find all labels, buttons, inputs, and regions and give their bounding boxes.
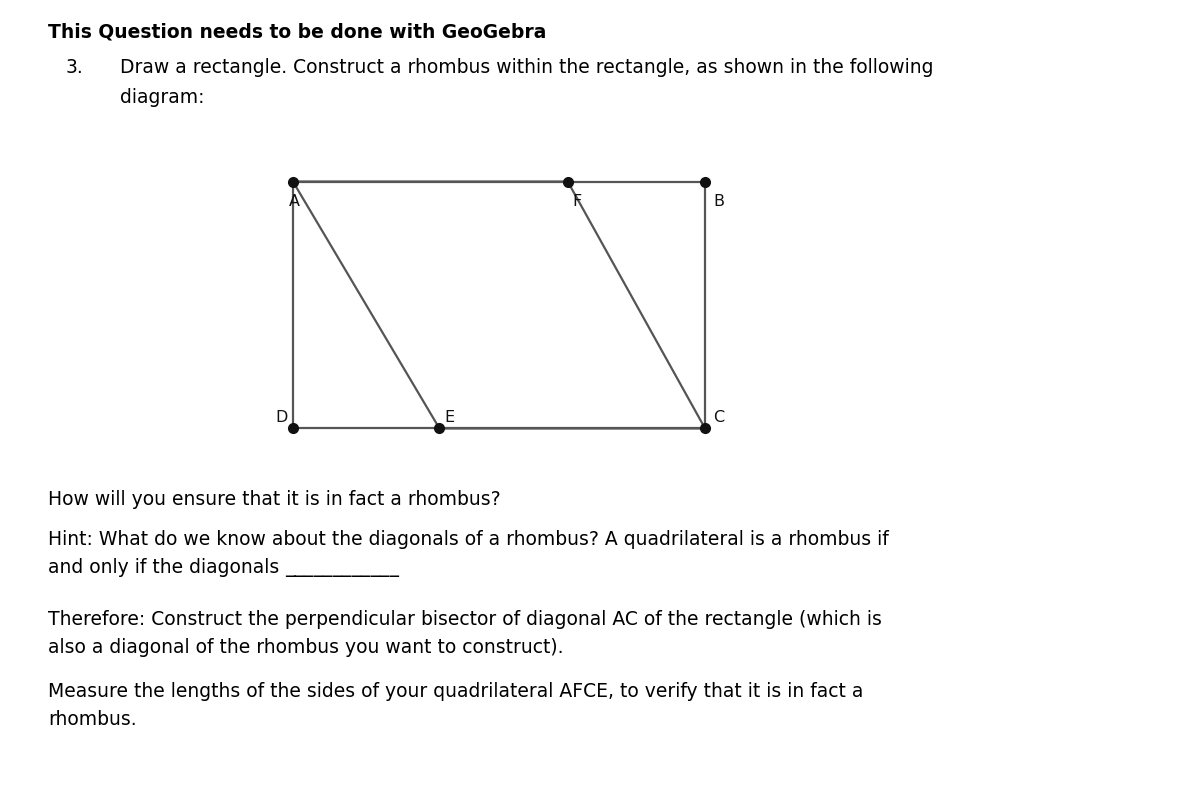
Text: C: C: [713, 410, 725, 425]
Text: ____________: ____________: [286, 558, 398, 577]
Text: diagram:: diagram:: [120, 88, 204, 107]
Text: and only if the diagonals: and only if the diagonals: [48, 558, 280, 577]
Text: Measure the lengths of the sides of your quadrilateral AFCE, to verify that it i: Measure the lengths of the sides of your…: [48, 682, 863, 729]
Text: Hint: What do we know about the diagonals of a rhombus? A quadrilateral is a rho: Hint: What do we know about the diagonal…: [48, 530, 889, 549]
Text: B: B: [713, 194, 724, 208]
Text: Therefore: Construct the perpendicular bisector of diagonal AC of the rectangle : Therefore: Construct the perpendicular b…: [48, 610, 882, 657]
Text: A: A: [289, 194, 300, 208]
Text: Draw a rectangle. Construct a rhombus within the rectangle, as shown in the foll: Draw a rectangle. Construct a rhombus wi…: [120, 58, 934, 77]
Text: How will you ensure that it is in fact a rhombus?: How will you ensure that it is in fact a…: [48, 490, 500, 509]
Text: D: D: [275, 410, 287, 425]
Text: F: F: [572, 194, 582, 208]
Text: E: E: [444, 410, 455, 425]
Text: 3.: 3.: [66, 58, 84, 77]
Text: This Question needs to be done with GeoGebra: This Question needs to be done with GeoG…: [48, 22, 546, 41]
